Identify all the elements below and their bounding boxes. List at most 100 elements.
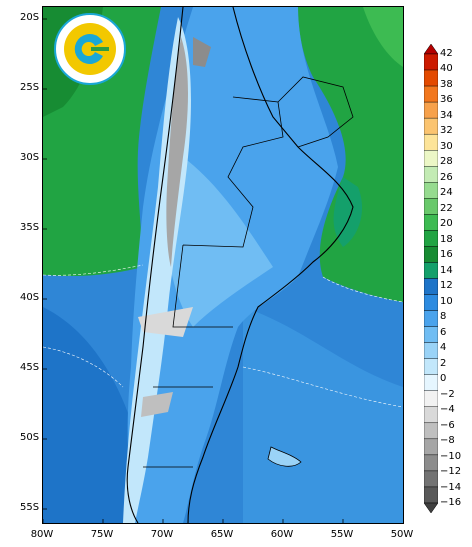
southwest-ocean <box>43 307 133 523</box>
colorbar-tick-label: −12 <box>440 466 462 478</box>
colorbar-bottom-arrow <box>424 502 438 513</box>
colorbar-tick-label: 8 <box>440 311 447 323</box>
colorbar-swatch <box>424 214 438 231</box>
colorbar-swatch <box>424 374 438 391</box>
colorbar-swatch <box>424 470 438 488</box>
colorbar-swatch <box>424 69 438 87</box>
uruguay-zone <box>333 177 363 247</box>
colorbar-tick-label: −10 <box>440 450 462 462</box>
colorbar-tick-label: −6 <box>440 419 455 431</box>
colorbar-swatch <box>424 278 438 295</box>
brazil-hot-zone <box>363 7 403 67</box>
colorbar-tick-label: 24 <box>440 187 453 199</box>
colorbar-tick-label: 34 <box>440 109 453 121</box>
contour-line <box>242 366 403 408</box>
altiplano-cold <box>193 37 211 67</box>
colorbar-tick-label: 26 <box>440 171 453 183</box>
colorbar-tick-label: 16 <box>440 249 453 261</box>
colorbar-swatch <box>424 310 438 327</box>
lon-label: 50W <box>390 529 414 540</box>
patagonia-cold-patch <box>138 307 193 337</box>
lon-label: 70W <box>150 529 174 540</box>
province-borders <box>143 96 284 468</box>
colorbar <box>424 44 438 513</box>
colorbar-tick-label: −14 <box>440 481 462 493</box>
colorbar-swatch <box>424 326 438 343</box>
colorbar-swatch <box>424 198 438 215</box>
colorbar-tick-label: 22 <box>440 202 453 214</box>
andes-cold-core <box>166 37 188 267</box>
colorbar-tick-label: 32 <box>440 125 453 137</box>
lat-label: 40S <box>20 292 40 303</box>
lat-label: 20S <box>20 12 40 23</box>
map-ticks <box>43 18 344 523</box>
central-cool-zone <box>166 157 273 327</box>
paraguay-border <box>277 76 354 148</box>
smn-logo <box>54 13 126 85</box>
colorbar-swatch <box>424 486 438 504</box>
colorbar-tick-label: 20 <box>440 218 453 230</box>
colorbar-tick-label: 30 <box>440 140 453 152</box>
lon-label: 80W <box>30 529 54 540</box>
colorbar-swatch <box>424 422 438 440</box>
contour-line <box>322 276 403 303</box>
lat-label: 55S <box>20 502 40 513</box>
lon-label: 75W <box>90 529 114 540</box>
colorbar-swatch <box>424 454 438 472</box>
atlantic-coastline <box>187 7 354 523</box>
colorbar-top-arrow <box>424 44 438 55</box>
contour-line <box>43 264 144 276</box>
colorbar-tick-label: 36 <box>440 94 453 106</box>
colorbar-swatch <box>424 53 438 71</box>
lat-label: 50S <box>20 432 40 443</box>
pacific-coastline <box>126 7 184 523</box>
colorbar-swatch <box>424 342 438 359</box>
colorbar-swatch <box>424 438 438 456</box>
colorbar-tick-label: 0 <box>440 373 447 385</box>
colorbar-tick-label: −8 <box>440 435 455 447</box>
lon-label: 55W <box>330 529 354 540</box>
colorbar-tick-label: 6 <box>440 326 447 338</box>
colorbar-tick-label: 2 <box>440 357 447 369</box>
colorbar-swatch <box>424 246 438 263</box>
colorbar-tick-label: 28 <box>440 156 453 168</box>
colorbar-swatch <box>424 230 438 247</box>
logo-bar <box>91 47 109 51</box>
south-atlantic <box>243 307 403 523</box>
colorbar-swatch <box>424 182 438 199</box>
south-patagonia-cold <box>141 392 173 417</box>
lat-label: 45S <box>20 362 40 373</box>
colorbar-swatch <box>424 294 438 311</box>
colorbar-swatch <box>424 262 438 279</box>
colorbar-swatch <box>424 85 438 103</box>
colorbar-tick-label: 18 <box>440 233 453 245</box>
colorbar-tick-label: 40 <box>440 63 453 75</box>
colorbar-tick-label: 14 <box>440 264 453 276</box>
logo-c-mark <box>74 34 103 64</box>
colorbar-swatch <box>424 133 438 151</box>
colorbar-tick-label: 38 <box>440 78 453 90</box>
colorbar-tick-label: 4 <box>440 342 447 354</box>
brazil-warm-zone <box>298 7 403 302</box>
colorbar-tick-label: 12 <box>440 280 453 292</box>
lon-label: 65W <box>210 529 234 540</box>
colorbar-swatch <box>424 390 438 407</box>
colorbar-swatch <box>424 406 438 424</box>
colorbar-tick-label: 10 <box>440 295 453 307</box>
logo-sun <box>64 23 116 75</box>
contour-line <box>43 346 124 388</box>
colorbar-swatch <box>424 150 438 167</box>
colorbar-swatch <box>424 101 438 119</box>
colorbar-tick-label: −2 <box>440 388 455 400</box>
colorbar-swatch <box>424 117 438 135</box>
colorbar-swatch <box>424 358 438 375</box>
lat-label: 25S <box>20 82 40 93</box>
malvinas-islands <box>267 446 302 467</box>
lat-label: 35S <box>20 222 40 233</box>
colorbar-tick-label: 42 <box>440 48 453 59</box>
colorbar-swatch <box>424 166 438 183</box>
colorbar-tick-label: −4 <box>440 404 455 416</box>
lat-label: 30S <box>20 152 40 163</box>
lon-label: 60W <box>270 529 294 540</box>
colorbar-tick-label: −16 <box>440 497 462 508</box>
